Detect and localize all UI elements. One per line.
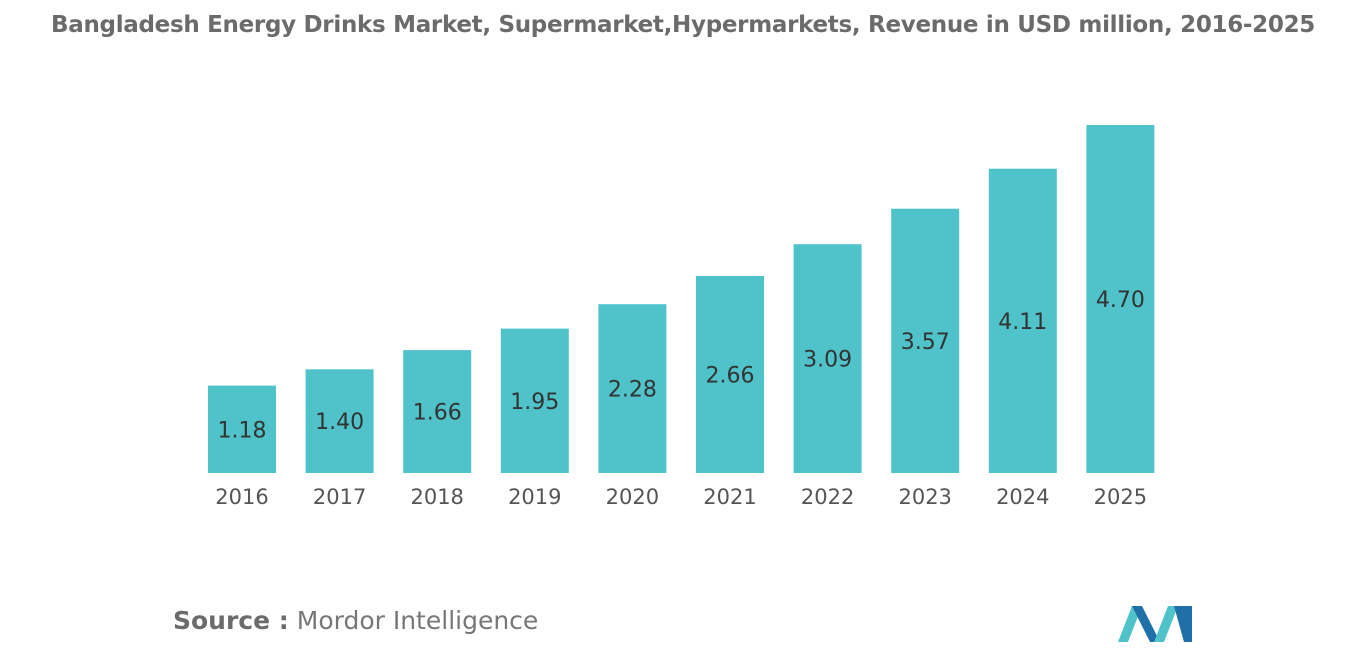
bar-2019 <box>500 328 569 473</box>
bar-2023 <box>891 208 960 473</box>
x-tick-labels: 2016 2017 2018 2019 2020 2021 2022 2023 2024 2025 <box>215 485 1147 509</box>
source-label: Source : <box>173 606 289 635</box>
bar-2022 <box>793 244 862 473</box>
bars-layer <box>208 125 1155 473</box>
logo-shape-left <box>1118 606 1142 642</box>
value-label-2018: 1.66 <box>413 401 462 426</box>
source-note: Source : Mordor Intelligence <box>173 606 538 635</box>
x-tick-2023: 2023 <box>898 485 951 509</box>
x-tick-2018: 2018 <box>410 485 463 509</box>
bar-2021 <box>696 276 764 473</box>
logo-shape-right-b <box>1174 606 1192 642</box>
x-tick-2021: 2021 <box>703 485 756 509</box>
bar-2017 <box>305 369 374 473</box>
value-label-2017: 1.40 <box>315 410 364 435</box>
bar-2025 <box>1086 125 1155 473</box>
logo-shape-mid <box>1132 606 1160 642</box>
value-label-2021: 2.66 <box>706 364 755 389</box>
source-text: Mordor Intelligence <box>296 606 539 635</box>
value-labels-layer: 1.18 1.40 1.66 1.95 2.28 2.66 3.09 3.57 4.11 4.70 <box>218 288 1145 443</box>
chart-title: Bangladesh Energy Drinks Market, Superma… <box>51 12 1315 38</box>
value-label-2020: 2.28 <box>608 378 657 403</box>
bar-2024 <box>988 168 1057 473</box>
x-tick-2019: 2019 <box>508 485 561 509</box>
x-tick-2024: 2024 <box>996 485 1049 509</box>
bar-2018 <box>403 350 472 473</box>
bar-chart: 1.18 1.40 1.66 1.95 2.28 2.66 3.09 3.57 4.11 4.70… <box>208 125 1155 509</box>
value-label-2023: 3.57 <box>901 330 950 355</box>
x-tick-2016: 2016 <box>215 485 268 509</box>
bar-2016 <box>208 385 276 473</box>
value-label-2019: 1.95 <box>510 390 559 415</box>
value-label-2024: 4.11 <box>998 310 1047 335</box>
mordor-logo-icon <box>1118 606 1192 642</box>
logo-shape-right-a <box>1154 606 1178 642</box>
value-label-2025: 4.70 <box>1096 288 1145 313</box>
value-label-2016: 1.18 <box>218 418 267 443</box>
x-tick-2025: 2025 <box>1094 485 1147 509</box>
x-tick-2022: 2022 <box>801 485 854 509</box>
value-label-2022: 3.09 <box>803 348 852 373</box>
bar-2020 <box>598 304 667 473</box>
x-tick-2017: 2017 <box>313 485 366 509</box>
x-tick-2020: 2020 <box>606 485 659 509</box>
